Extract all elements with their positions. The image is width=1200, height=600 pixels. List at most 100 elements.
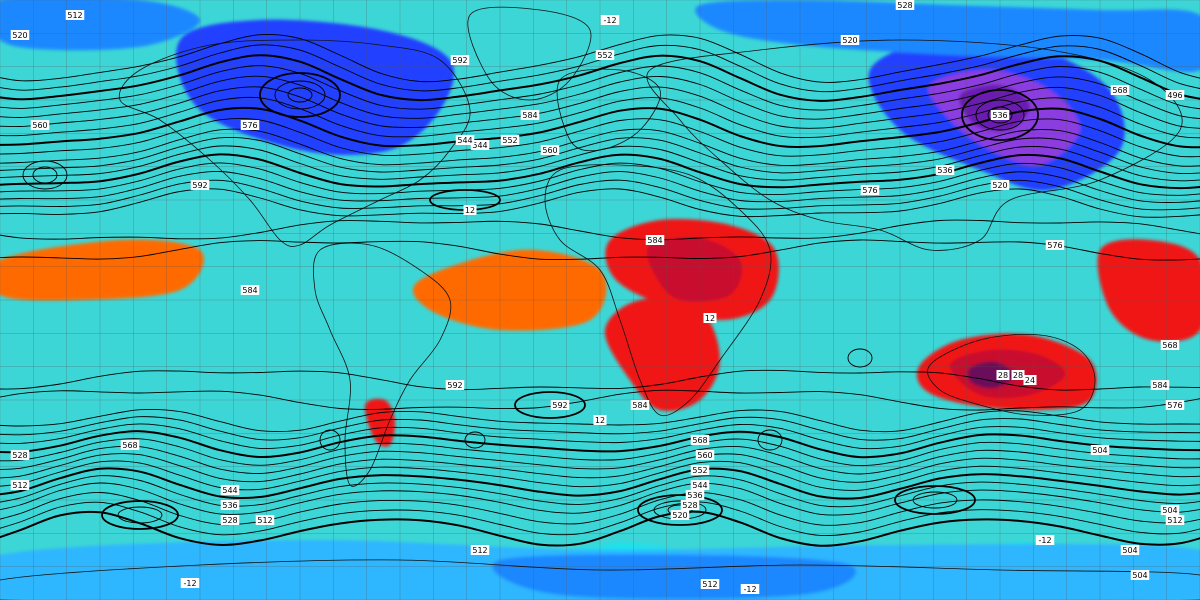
hot-africa-core [646,237,742,302]
contour-line [0,153,1200,190]
contour-label-text: 560 [697,451,712,460]
contour-label: 592 [550,400,570,410]
contour-label-text: 536 [992,111,1007,120]
contour-line [0,179,1200,211]
contour-label: 520 [10,30,30,40]
contour-label-bg [690,465,710,475]
contour-label-text: 552 [597,51,612,60]
coast-asia [646,39,1183,251]
contour-label-bg [10,480,30,490]
contour-line [0,145,1200,182]
contour-label-bg [935,165,955,175]
contour-line [0,389,1200,411]
contour-label-text: 592 [552,401,567,410]
closed-contour [319,429,341,451]
hot-australia-center [967,361,1015,389]
contour-label-bg [550,400,570,410]
contour-line [0,171,1200,203]
contour-label: -12 [1035,535,1055,545]
contour-line [0,438,1200,467]
contour-label-text: 592 [447,381,462,390]
contour-label: 584 [645,235,665,245]
contour-label-bg [685,490,705,500]
contour-label-text: 584 [632,401,647,410]
contour-line [0,96,1200,139]
closed-contour [32,166,58,184]
contour-label: 12 [463,205,477,215]
contour-label-bg [1090,445,1110,455]
contour-line [0,239,1200,261]
contour-label-text: -12 [603,16,616,25]
contour-label-text: 24 [1025,376,1035,385]
contour-label: 512 [470,545,490,555]
contour-label: 536 [685,490,705,500]
contour-label-bg [990,180,1010,190]
contour-label: 544 [470,140,490,150]
contour-line [0,369,1200,391]
contour-label: 528 [680,500,700,510]
contour-label-text: 584 [242,286,257,295]
contour-label-bg [220,500,240,510]
contour-label: 544 [455,135,475,145]
contour-label-text: 544 [472,141,487,150]
contour-label: 12 [593,415,607,425]
contour-line [0,510,1200,547]
contour-label: 504 [1120,545,1140,555]
contour-line [0,106,1200,149]
contour-label: 584 [1150,380,1170,390]
contour-label: 568 [1110,85,1130,95]
contour-label: 512 [255,515,275,525]
contour-label-bg [1035,535,1055,545]
contour-label-bg [220,485,240,495]
contour-line [0,136,1200,175]
contour-line [0,188,1200,218]
contour-label-text: 512 [67,11,82,20]
contour-label: 568 [120,440,140,450]
contour-label-bg [220,515,240,525]
closed-contour [274,80,326,110]
contour-label: 512 [1165,515,1185,525]
contour-label-bg [470,140,490,150]
contour-label-text: 568 [1112,86,1127,95]
contour-label-text: 520 [672,511,687,520]
contour-label: 504 [1130,570,1150,580]
contour-label-bg [470,545,490,555]
contour-label-bg [695,450,715,460]
contour-label-text: 12 [465,206,475,215]
contour-label: 536 [220,500,240,510]
contour-label-bg [450,55,470,65]
contour-label-text: 520 [842,36,857,45]
contour-line [0,65,1200,111]
contour-label-bg [645,235,665,245]
coast-north-america [118,39,471,247]
contour-line [0,430,1200,459]
contour-label-text: 576 [862,186,877,195]
contour-label-bg [690,435,710,445]
contour-label: 520 [840,35,860,45]
contour-label-bg [445,380,465,390]
closed-contour [757,429,783,451]
contour-label-bg [540,145,560,155]
contour-label-bg [1160,505,1180,515]
closed-contour [117,506,163,524]
contour-label-bg [180,578,200,588]
contour-label-bg [1110,85,1130,95]
contour-label-text: -12 [1038,536,1051,545]
contour-label-text: 520 [992,181,1007,190]
contour-label-bg [1130,570,1150,580]
warm-indonesia [1097,239,1200,342]
contour-label: 520 [990,180,1010,190]
contour-label-text: 568 [1162,341,1177,350]
contour-line [0,445,1200,475]
closed-contour [259,72,341,118]
contour-label-bg [895,0,915,10]
closed-contour [847,348,873,368]
closed-contour [637,494,723,526]
contour-label: -12 [600,15,620,25]
contour-label: 584 [520,110,540,120]
contour-label-bg [240,120,260,130]
contour-label-bg [1023,375,1037,385]
closed-contour [912,491,958,509]
contour-label: 552 [500,135,520,145]
